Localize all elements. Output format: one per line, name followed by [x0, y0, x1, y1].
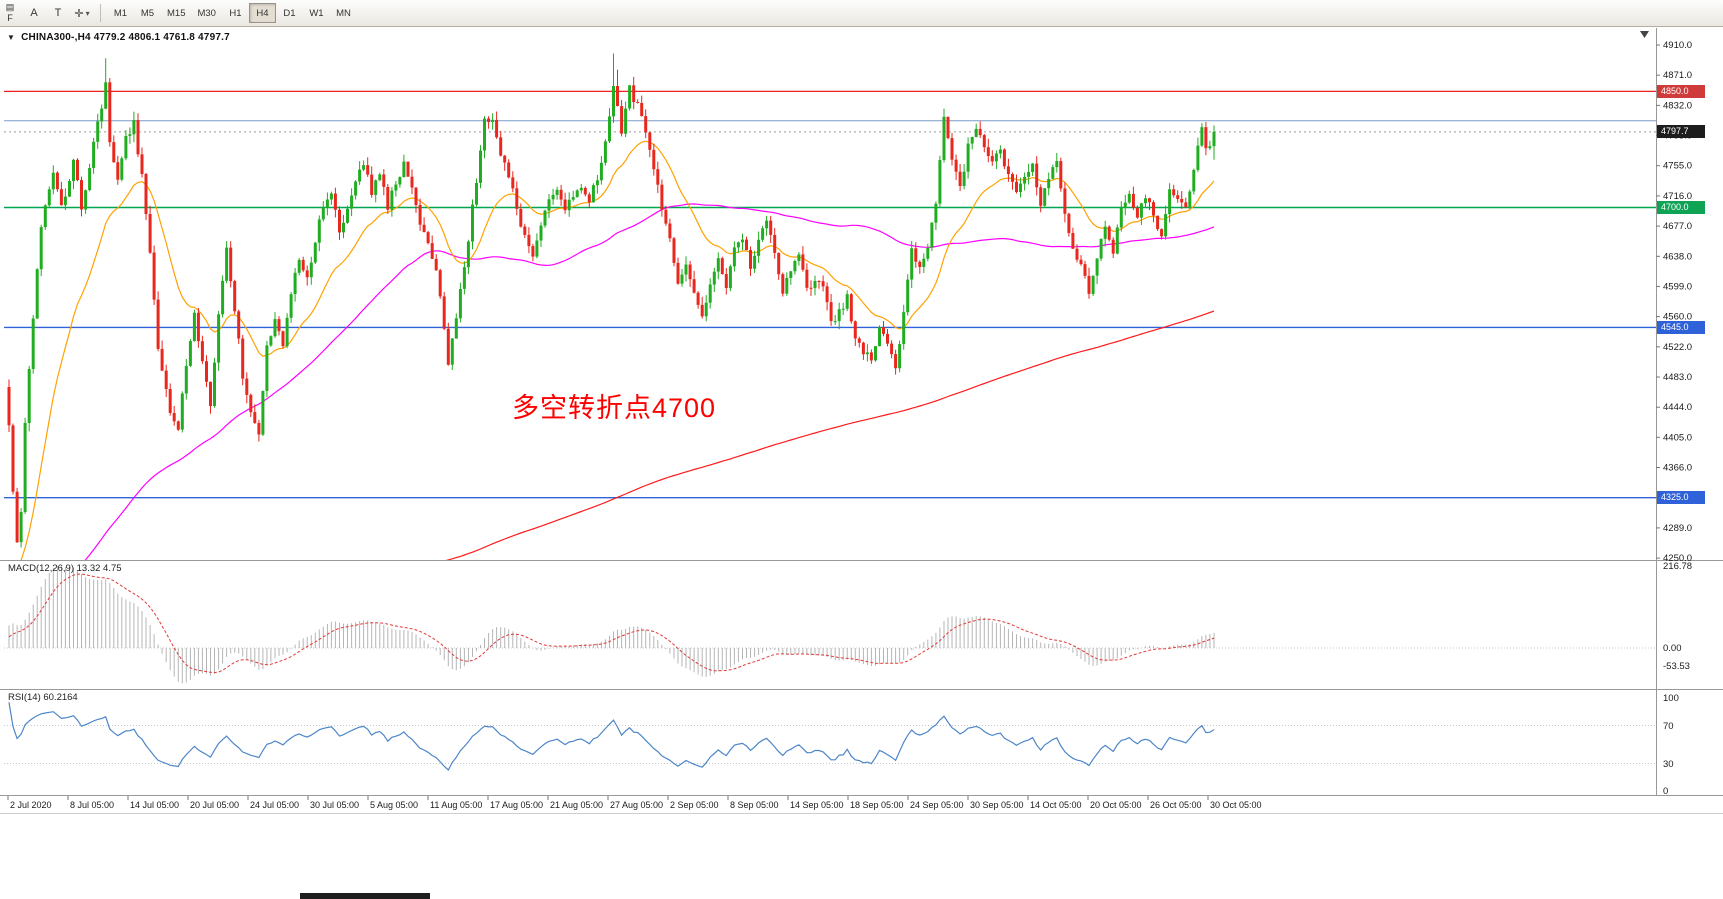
window-fragment	[300, 893, 430, 899]
svg-text:30 Sep 05:00: 30 Sep 05:00	[970, 800, 1024, 810]
svg-text:4599.0: 4599.0	[1663, 281, 1692, 292]
chart-grid-icon[interactable]: ▤	[5, 2, 15, 12]
svg-text:4522.0: 4522.0	[1663, 342, 1692, 353]
chart-title: ▼ CHINA300-,H4 4779.2 4806.1 4761.8 4797…	[7, 32, 230, 43]
svg-text:11 Aug 05:00: 11 Aug 05:00	[430, 800, 482, 810]
timeframe-button-m5[interactable]: M5	[134, 3, 161, 23]
svg-text:4755.0: 4755.0	[1663, 161, 1692, 172]
svg-text:8 Jul 05:00: 8 Jul 05:00	[70, 800, 114, 810]
macd-label: MACD(12,26,9) 13.32 4.75	[8, 563, 122, 574]
svg-text:30 Oct 05:00: 30 Oct 05:00	[1210, 800, 1262, 810]
ma-mid-line	[84, 203, 1215, 560]
rsi-pane	[4, 702, 1656, 771]
svg-text:4250.0: 4250.0	[1663, 553, 1692, 564]
svg-text:26 Oct 05:00: 26 Oct 05:00	[1150, 800, 1202, 810]
svg-text:14 Sep 05:00: 14 Sep 05:00	[790, 800, 844, 810]
letter-a-icon[interactable]: A	[30, 7, 38, 19]
svg-text:4677.0: 4677.0	[1663, 221, 1692, 232]
price-level-tag: 4850.0	[1657, 84, 1705, 98]
svg-text:4716.0: 4716.0	[1663, 191, 1692, 202]
svg-text:4483.0: 4483.0	[1663, 372, 1692, 383]
svg-text:4871.0: 4871.0	[1663, 70, 1692, 81]
svg-text:20 Oct 05:00: 20 Oct 05:00	[1090, 800, 1142, 810]
timeframe-button-h4[interactable]: H4	[248, 3, 276, 23]
macd-pane	[4, 566, 1656, 684]
svg-text:4910.0: 4910.0	[1663, 40, 1692, 51]
pane-separators	[0, 28, 1723, 814]
svg-text:18 Sep 05:00: 18 Sep 05:00	[850, 800, 904, 810]
rsi-label: RSI(14) 60.2164	[8, 692, 78, 703]
svg-text:5 Aug 05:00: 5 Aug 05:00	[370, 800, 418, 810]
symbol-timeframe: CHINA300-,H4	[21, 32, 91, 43]
svg-text:4289.0: 4289.0	[1663, 523, 1692, 534]
timeframe-group: M1 M5 M15 M30 H1 H4 D1 W1 MN	[107, 3, 357, 23]
price-level-tag: 4325.0	[1657, 491, 1705, 505]
timeframe-button-m15[interactable]: M15	[161, 3, 191, 23]
svg-text:0.00: 0.00	[1663, 643, 1682, 654]
svg-text:24 Jul 05:00: 24 Jul 05:00	[250, 800, 299, 810]
macd-histogram	[8, 566, 1215, 684]
indicator-axis-labels: 216.78 0.00 -53.53 100 70 30 0	[1663, 561, 1692, 797]
svg-text:30 Jul 05:00: 30 Jul 05:00	[310, 800, 359, 810]
toolbar-icons: A T ✛ ▾	[22, 3, 94, 24]
symbol-dropdown-icon[interactable]: ▼	[7, 33, 16, 42]
svg-text:70: 70	[1663, 721, 1674, 732]
timeframe-button-mn[interactable]: MN	[330, 3, 357, 23]
macd-signal-line	[8, 573, 1215, 674]
svg-text:-53.53: -53.53	[1663, 661, 1690, 672]
toolbar-separator	[100, 4, 101, 22]
timeframe-button-w1[interactable]: W1	[303, 3, 330, 23]
svg-text:17 Aug 05:00: 17 Aug 05:00	[490, 800, 543, 810]
f-label: F	[7, 13, 13, 23]
svg-text:4560.0: 4560.0	[1663, 312, 1692, 323]
timeframe-button-m1[interactable]: M1	[107, 3, 134, 23]
svg-text:8 Sep 05:00: 8 Sep 05:00	[730, 800, 779, 810]
svg-text:21 Aug 05:00: 21 Aug 05:00	[550, 800, 603, 810]
svg-text:0: 0	[1663, 786, 1668, 797]
time-axis: 2 Jul 2020 8 Jul 05:00 14 Jul 05:00 20 Jul …	[7, 796, 1262, 810]
svg-text:4638.0: 4638.0	[1663, 251, 1692, 262]
toolbar-left-stack: ▤ F	[2, 0, 18, 26]
price-level-tag: 4545.0	[1657, 320, 1705, 334]
svg-text:4405.0: 4405.0	[1663, 432, 1692, 443]
svg-text:4832.0: 4832.0	[1663, 100, 1692, 111]
chart-annotation-text: 多空转折点4700	[512, 393, 717, 423]
ma-slow-line	[445, 310, 1215, 560]
svg-text:14 Jul 05:00: 14 Jul 05:00	[130, 800, 179, 810]
timeframe-button-m30[interactable]: M30	[191, 3, 221, 23]
svg-text:100: 100	[1663, 693, 1679, 704]
svg-text:216.78: 216.78	[1663, 561, 1692, 572]
svg-text:14 Oct 05:00: 14 Oct 05:00	[1030, 800, 1082, 810]
svg-text:2 Jul 2020: 2 Jul 2020	[10, 800, 52, 810]
svg-text:4444.0: 4444.0	[1663, 402, 1692, 413]
price-level-tag: 4700.0	[1657, 200, 1705, 214]
text-tool-icon[interactable]: T	[54, 7, 62, 19]
svg-text:20 Jul 05:00: 20 Jul 05:00	[190, 800, 239, 810]
dropdown-arrow-icon: ▾	[85, 8, 90, 18]
ohlc-values: 4779.2 4806.1 4761.8 4797.7	[93, 32, 230, 43]
svg-text:27 Aug 05:00: 27 Aug 05:00	[610, 800, 663, 810]
rsi-line	[8, 702, 1215, 771]
timeframe-button-d1[interactable]: D1	[276, 3, 303, 23]
main-toolbar: ▤ F A T ✛ ▾ M1 M5 M15 M30 H1 H4 D1 W1 MN	[0, 0, 1723, 27]
crosshair-icon[interactable]: ✛ ▾	[74, 7, 90, 20]
svg-text:2 Sep 05:00: 2 Sep 05:00	[670, 800, 719, 810]
candles-layer	[7, 53, 1216, 548]
svg-text:24 Sep 05:00: 24 Sep 05:00	[910, 800, 964, 810]
level-lines	[4, 90, 1656, 499]
shift-end-marker-icon	[1640, 31, 1649, 38]
price-level-tag: 4797.7	[1657, 125, 1705, 139]
svg-text:30: 30	[1663, 759, 1674, 770]
svg-text:4366.0: 4366.0	[1663, 463, 1692, 474]
timeframe-button-h1[interactable]: H1	[222, 3, 249, 23]
